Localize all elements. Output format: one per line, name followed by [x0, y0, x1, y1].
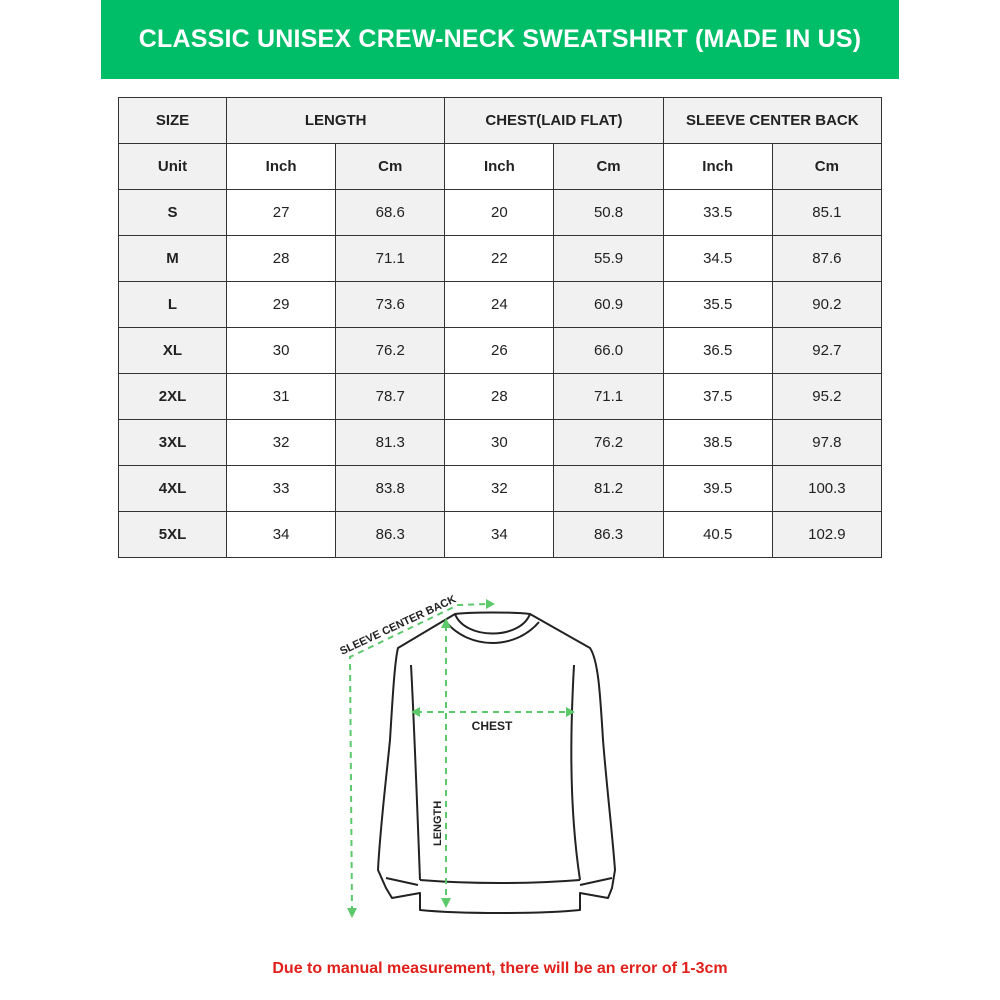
- header-size: SIZE: [118, 97, 227, 144]
- value-cell: 32: [225, 419, 337, 466]
- value-cell: 76.2: [335, 327, 446, 374]
- measure-lines: [348, 603, 570, 913]
- arrow-right-icon: [566, 707, 575, 717]
- value-cell: 30: [444, 419, 555, 466]
- value-cell: 50.8: [553, 189, 664, 236]
- value-cell: 95.2: [771, 373, 883, 420]
- unit-cell: Cm: [771, 143, 883, 190]
- arrow-down-icon: [347, 908, 357, 918]
- chest-label: CHEST: [472, 719, 513, 733]
- table-row: L 29 73.6 24 60.9 35.5 90.2: [118, 281, 883, 328]
- table-row: 2XL 31 78.7 28 71.1 37.5 95.2: [118, 373, 883, 420]
- value-cell: 78.7: [335, 373, 446, 420]
- value-cell: 29: [225, 281, 337, 328]
- value-cell: 34.5: [662, 235, 773, 282]
- length-label: LENGTH: [432, 801, 444, 846]
- title-banner: CLASSIC UNISEX CREW-NECK SWEATSHIRT (MAD…: [101, 0, 899, 79]
- unit-cell: Unit: [118, 143, 227, 190]
- unit-cell: Inch: [444, 143, 555, 190]
- header-chest: CHEST(LAID FLAT): [444, 97, 664, 144]
- unit-cell: Inch: [662, 143, 773, 190]
- value-cell: 81.2: [553, 465, 664, 512]
- size-cell: M: [118, 235, 227, 282]
- size-cell: 3XL: [118, 419, 227, 466]
- sleeve-measure-line: [348, 603, 489, 913]
- value-cell: 66.0: [553, 327, 664, 374]
- value-cell: 35.5: [662, 281, 773, 328]
- arrow-right-icon: [486, 599, 495, 609]
- size-cell: S: [118, 189, 227, 236]
- unit-cell: Inch: [225, 143, 337, 190]
- table-row: 4XL 33 83.8 32 81.2 39.5 100.3: [118, 465, 883, 512]
- value-cell: 71.1: [335, 235, 446, 282]
- value-cell: 30: [225, 327, 337, 374]
- unit-row: Unit Inch Cm Inch Cm Inch Cm: [118, 143, 883, 190]
- value-cell: 86.3: [553, 511, 664, 558]
- size-cell: XL: [118, 327, 227, 374]
- value-cell: 40.5: [662, 511, 773, 558]
- measurement-note: Due to manual measurement, there will be…: [272, 960, 728, 977]
- value-cell: 86.3: [335, 511, 446, 558]
- value-cell: 73.6: [335, 281, 446, 328]
- size-chart-table: SIZE LENGTH CHEST(LAID FLAT) SLEEVE CENT…: [118, 97, 883, 558]
- value-cell: 28: [444, 373, 555, 420]
- header-sleeve: SLEEVE CENTER BACK: [662, 97, 883, 144]
- value-cell: 34: [225, 511, 337, 558]
- value-cell: 76.2: [553, 419, 664, 466]
- header-length: LENGTH: [225, 97, 446, 144]
- value-cell: 60.9: [553, 281, 664, 328]
- value-cell: 55.9: [553, 235, 664, 282]
- table-row: 3XL 32 81.3 30 76.2 38.5 97.8: [118, 419, 883, 466]
- value-cell: 22: [444, 235, 555, 282]
- arrow-up-icon: [441, 618, 451, 628]
- header-row: SIZE LENGTH CHEST(LAID FLAT) SLEEVE CENT…: [118, 97, 883, 144]
- table-row: XL 30 76.2 26 66.0 36.5 92.7: [118, 327, 883, 374]
- arrow-left-icon: [411, 707, 420, 717]
- value-cell: 92.7: [771, 327, 883, 374]
- table-row: 5XL 34 86.3 34 86.3 40.5 102.9: [118, 511, 883, 558]
- size-cell: 4XL: [118, 465, 227, 512]
- value-cell: 100.3: [771, 465, 883, 512]
- sweatshirt-outline: [377, 611, 616, 914]
- size-cell: 5XL: [118, 511, 227, 558]
- arrow-down-icon: [441, 898, 451, 908]
- value-cell: 102.9: [771, 511, 883, 558]
- arrowheads: [347, 599, 575, 918]
- unit-cell: Cm: [553, 143, 664, 190]
- value-cell: 90.2: [771, 281, 883, 328]
- value-cell: 83.8: [335, 465, 446, 512]
- value-cell: 68.6: [335, 189, 446, 236]
- value-cell: 36.5: [662, 327, 773, 374]
- unit-cell: Cm: [335, 143, 446, 190]
- size-cell: L: [118, 281, 227, 328]
- page-title: CLASSIC UNISEX CREW-NECK SWEATSHIRT (MAD…: [138, 25, 862, 53]
